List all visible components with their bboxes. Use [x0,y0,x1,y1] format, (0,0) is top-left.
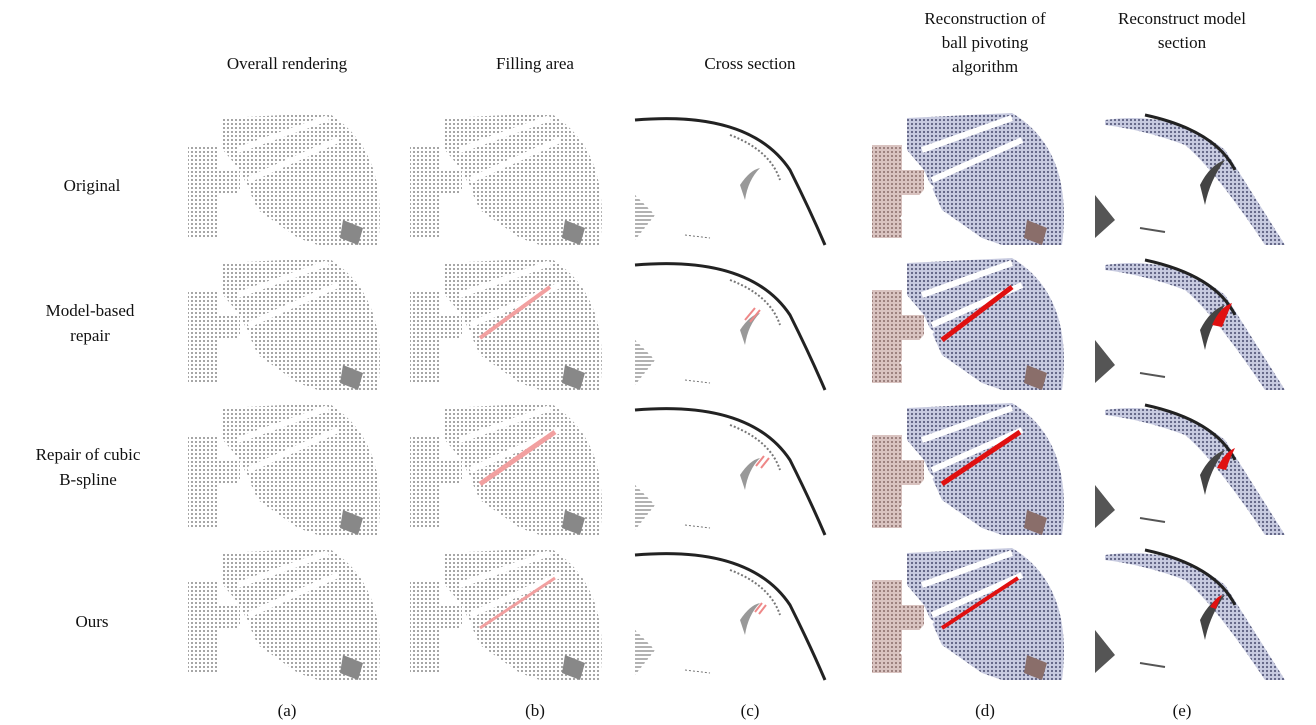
row-label: Ours [75,612,108,631]
row-label: repair [70,326,110,345]
column-title: Filling area [496,54,574,73]
point-cloud [410,113,602,245]
column-title: Reconstruction of [924,9,1046,28]
model-section [1095,115,1285,245]
filled-area [756,456,769,468]
row-model-based [188,258,1285,390]
panel-grid [188,113,1285,680]
column-title: section [1158,33,1207,52]
panel-label: (b) [525,701,545,720]
row-label: B-spline [59,470,117,489]
panel-label: (c) [741,701,760,720]
row-label: Original [64,176,121,195]
model-section [1095,550,1285,680]
point-cloud [188,403,380,535]
panel-label: (d) [975,701,995,720]
cross-section [635,119,825,245]
reconstruction [872,258,1064,390]
column-title: algorithm [952,57,1018,76]
reconstruction [872,113,1064,245]
model-section [1095,405,1285,535]
point-cloud [410,548,602,680]
row-original [188,113,1285,245]
cross-section [635,264,825,390]
row-label: Model-based [46,301,135,320]
panel-label: (e) [1173,701,1192,720]
column-title: Reconstruct model [1118,9,1246,28]
row-b-spline [188,403,1285,535]
row-ours [188,548,1285,680]
column-title: ball pivoting [942,33,1029,52]
reconstruction [872,548,1064,680]
cross-section [635,409,825,535]
column-title: Cross section [704,54,796,73]
row-label: Repair of cubic [36,445,141,464]
figure: Overall rendering Filling area Cross sec… [0,0,1316,725]
model-section [1095,260,1285,390]
point-cloud [188,113,380,245]
point-cloud [410,258,602,390]
point-cloud [188,258,380,390]
point-cloud [188,548,380,680]
panel-label: (a) [278,701,297,720]
column-title: Overall rendering [227,54,348,73]
cross-section [635,554,825,680]
